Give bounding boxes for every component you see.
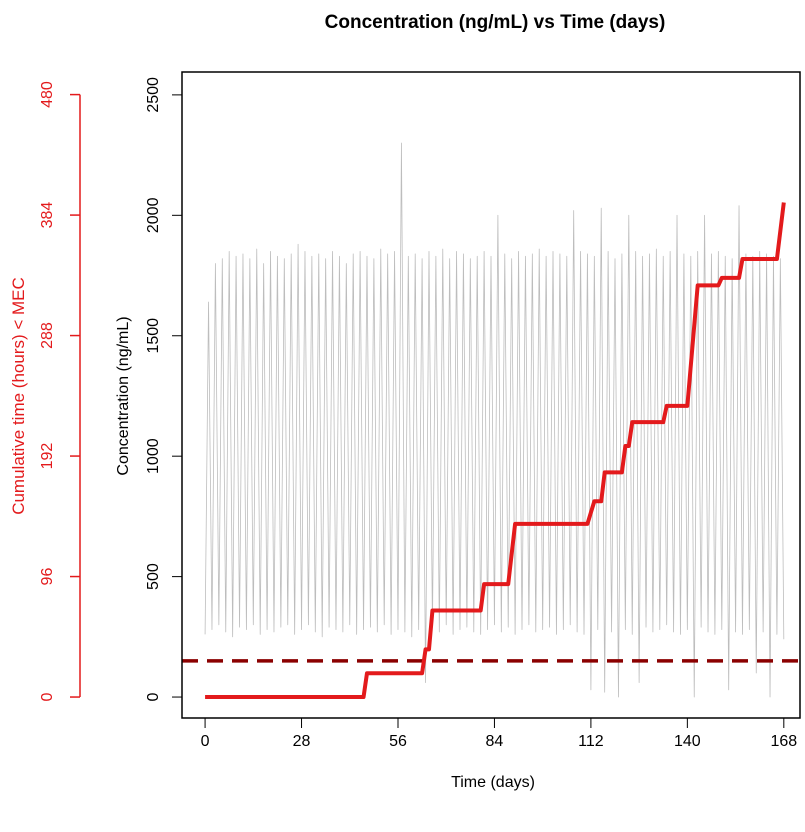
y2-tick-label: 480 [39,81,56,108]
y-tick-label: 2500 [145,77,162,113]
series-line [204,142,785,698]
x-tick-label: 168 [770,733,797,750]
y2-tick-label: 384 [39,202,56,229]
y-tick-label: 1500 [145,318,162,354]
y2-tick-label: 288 [39,322,56,349]
y2-tick-label: 192 [39,443,56,470]
y2-tick-label: 96 [39,568,56,586]
y-tick-label: 0 [145,692,162,701]
x-tick-label: 0 [201,733,210,750]
y-axis-label: Concentration (ng/mL) [115,316,132,475]
x-tick-label: 84 [486,733,504,750]
y-tick-label: 2000 [145,197,162,233]
y-tick-label: 500 [145,563,162,590]
x-tick-label: 28 [293,733,311,750]
y2-axis-label: Cumulative time (hours) < MEC [9,277,28,515]
x-axis-label: Time (days) [451,774,535,791]
x-tick-label: 56 [389,733,407,750]
plot-frame [181,71,801,719]
chart-title: Concentration (ng/mL) vs Time (days) [325,12,666,33]
y-tick-label: 1000 [145,438,162,474]
x-tick-label: 112 [578,733,604,750]
x-tick-label: 140 [674,733,701,750]
series-line [205,202,786,700]
y2-tick-label: 0 [39,692,56,701]
